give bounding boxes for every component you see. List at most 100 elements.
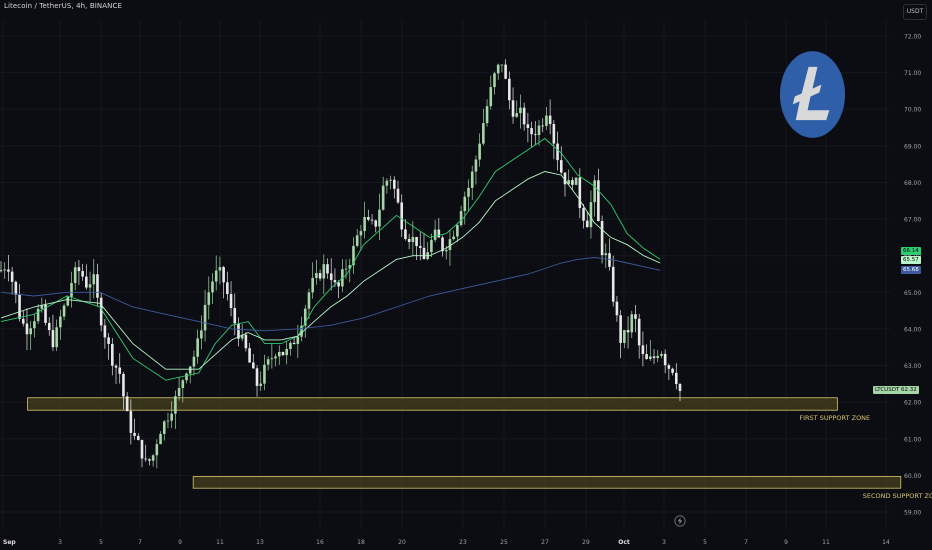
candle: [7, 255, 10, 282]
candle: [81, 263, 84, 281]
candle: [363, 201, 366, 239]
candle: [174, 390, 177, 430]
x-tick-label: 13: [256, 539, 264, 546]
y-tick-label: 68.00: [904, 180, 921, 187]
candle: [259, 371, 263, 391]
candle: [641, 331, 645, 367]
candle: [467, 179, 470, 212]
candle: [155, 439, 159, 469]
candle: [630, 310, 634, 339]
candle: [482, 108, 485, 146]
candle: [307, 288, 311, 320]
candle: [62, 303, 66, 321]
candle: [411, 221, 415, 257]
candle: [545, 107, 548, 130]
y-tick-label: 72.00: [904, 34, 921, 41]
x-tick-label: 5: [99, 539, 103, 546]
candle: [541, 118, 545, 133]
candle: [270, 343, 274, 369]
candle: [96, 263, 99, 307]
currency-unit-button[interactable]: USDT: [903, 4, 927, 20]
candle: [404, 219, 407, 241]
ema-slow-last-value: 65.68: [901, 266, 921, 275]
chart-title: Litecoin / TetherUS, 4h, BINANCE: [4, 2, 122, 10]
candle: [485, 99, 489, 127]
candle: [36, 304, 40, 325]
candle: [407, 233, 411, 250]
x-tick-label: Sep: [3, 539, 16, 546]
candle: [582, 203, 585, 229]
second-support-zone-label: SECOND SUPPORT ZONE: [862, 492, 932, 501]
x-tick-label: 27: [541, 539, 549, 546]
support-zone-box[interactable]: [192, 476, 902, 489]
x-tick-label: 5: [703, 539, 707, 546]
candle: [55, 319, 58, 352]
candle: [303, 304, 307, 338]
y-tick-label: 70.00: [904, 107, 921, 114]
candle: [478, 133, 481, 167]
candle: [111, 338, 114, 376]
candle: [29, 320, 32, 350]
candle: [51, 314, 55, 352]
candle: [393, 176, 396, 199]
candle: [315, 259, 318, 285]
candle: [77, 259, 81, 285]
ema-line: [0, 137, 661, 381]
candle: [623, 330, 626, 349]
y-tick-label: 59.00: [904, 510, 921, 517]
support-zone-box[interactable]: [27, 397, 838, 411]
last-price-tag: LTCUSDT 62.32: [873, 386, 919, 395]
candle: [289, 341, 292, 356]
candle: [166, 412, 170, 429]
candle: [18, 283, 21, 322]
candle: [426, 242, 429, 261]
time-axis: Sep 3 5 7 9 11 13 16 18 20 23 25 27 29 Oct 3 5 7 9 11 14: [3, 539, 890, 546]
x-tick-label: 18: [357, 539, 365, 546]
candle: [114, 364, 118, 384]
candle: [508, 71, 511, 110]
y-tick-label: 60.00: [904, 473, 921, 480]
candle: [593, 175, 596, 217]
candle: [634, 305, 637, 333]
candle: [240, 324, 244, 342]
candle: [663, 349, 667, 374]
candle: [367, 209, 370, 222]
y-tick-label: 64.00: [904, 326, 921, 333]
candle: [274, 353, 277, 367]
candle: [133, 418, 136, 440]
candle: [522, 102, 526, 131]
candle: [203, 289, 207, 342]
candle: [148, 458, 151, 466]
candle: [493, 71, 496, 95]
x-tick-label: 29: [582, 539, 590, 546]
lightning-icon[interactable]: [674, 515, 686, 527]
candle: [430, 233, 433, 258]
candle: [615, 296, 619, 322]
candle: [567, 169, 570, 185]
x-tick-label: 14: [882, 539, 890, 546]
first-support-zone-label: FIRST SUPPORT ZONE: [799, 414, 871, 423]
candle: [192, 350, 196, 376]
candle: [337, 280, 340, 299]
x-tick-label: 25: [500, 539, 508, 546]
candle: [381, 176, 385, 211]
candle: [318, 269, 322, 281]
candle: [25, 308, 29, 351]
candle: [374, 219, 378, 233]
candle: [348, 258, 352, 283]
candle: [311, 262, 314, 299]
candle: [385, 178, 389, 194]
candle: [252, 354, 255, 369]
candle: [537, 119, 541, 146]
candle: [563, 172, 567, 197]
candle: [85, 264, 88, 290]
support-zones: [27, 397, 902, 489]
candle: [652, 349, 656, 365]
y-tick-label: 69.00: [904, 143, 921, 150]
ema-mid-last-value: 65.57: [901, 256, 921, 265]
x-tick-label: 11: [822, 539, 830, 546]
candle: [21, 310, 25, 327]
candle: [341, 259, 344, 292]
candle: [585, 212, 589, 228]
